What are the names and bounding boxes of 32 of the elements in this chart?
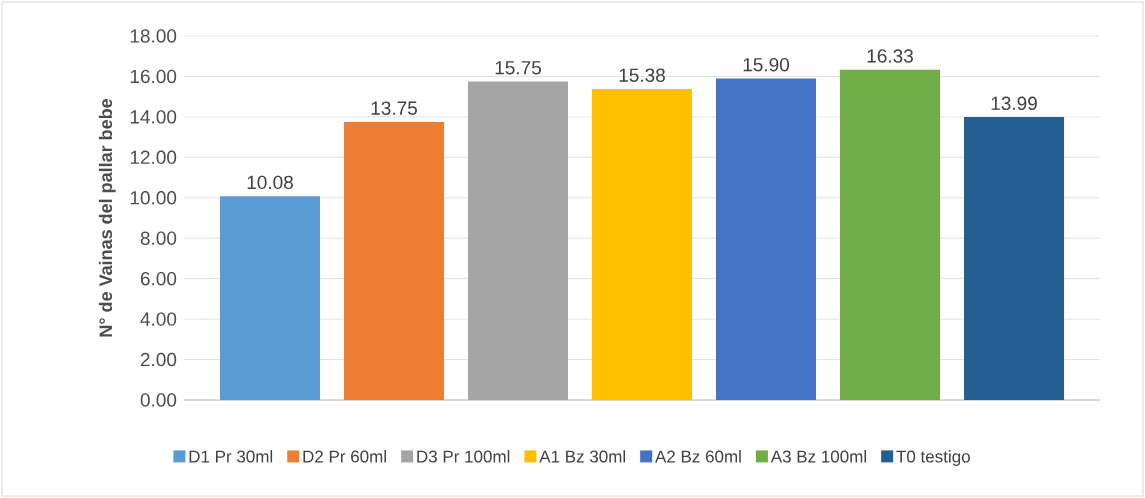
- y-tick-label: 16.00: [130, 69, 177, 84]
- y-tick-label: 12.00: [130, 150, 177, 165]
- data-label: 15.75: [495, 61, 541, 75]
- bar: [220, 196, 320, 400]
- legend-label: A3 Bz 100ml: [770, 450, 866, 463]
- y-tick-label: 6.00: [140, 271, 177, 286]
- y-tick-label: 18.00: [130, 29, 177, 43]
- bar: [468, 81, 568, 400]
- legend-label: A2 Bz 60ml: [655, 450, 741, 463]
- legend-label: A1 Bz 30ml: [539, 450, 626, 463]
- bar: [964, 117, 1065, 400]
- data-label: 10.08: [247, 175, 293, 190]
- y-tick-label: 10.00: [130, 191, 177, 205]
- y-axis-title: N° de Vainas del pallar bebe: [98, 98, 116, 337]
- data-label: 15.90: [743, 57, 790, 72]
- bar: [716, 78, 816, 400]
- legend-label: D1 Pr 30ml: [189, 450, 273, 463]
- legend-label: D3 Pr 100ml: [417, 450, 510, 463]
- data-label: 13.99: [991, 96, 1037, 111]
- bar: [840, 69, 940, 400]
- bar: [344, 121, 444, 400]
- data-label: 16.33: [867, 49, 913, 63]
- legend-label: D2 Pr 60ml: [303, 450, 386, 463]
- data-label: 15.38: [619, 68, 665, 82]
- y-tick-label: 8.00: [140, 231, 177, 245]
- legend-label: T0 testigo: [896, 450, 970, 466]
- y-tick-label: 0.00: [140, 393, 177, 407]
- y-tick-label: 4.00: [140, 312, 177, 326]
- bar: [592, 88, 692, 400]
- data-label: 13.75: [371, 101, 417, 115]
- y-tick-label: 2.00: [140, 352, 177, 367]
- y-tick-label: 14.00: [130, 110, 177, 124]
